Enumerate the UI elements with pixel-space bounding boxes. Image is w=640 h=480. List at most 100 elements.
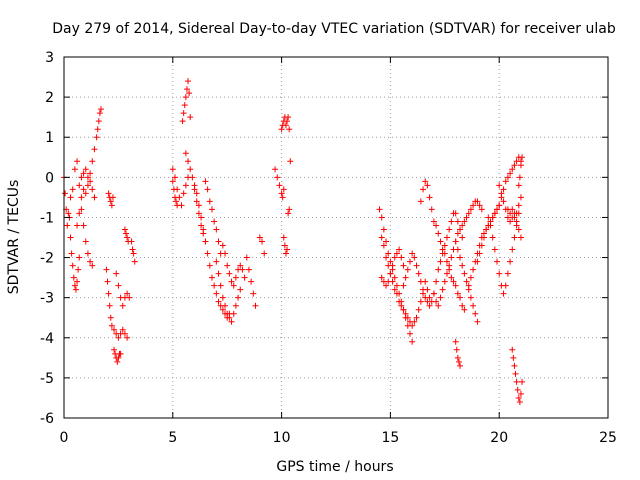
data-point: [393, 282, 400, 289]
data-point: [80, 222, 87, 229]
data-point: [74, 278, 81, 285]
data-point: [426, 302, 433, 309]
data-point: [64, 222, 71, 229]
data-point: [114, 358, 121, 365]
data-point: [286, 126, 293, 133]
data-point: [115, 282, 122, 289]
data-point: [278, 126, 285, 133]
data-point: [131, 258, 138, 265]
data-point: [261, 250, 268, 257]
data-point: [413, 262, 420, 269]
data-point: [420, 186, 427, 193]
data-point: [91, 194, 98, 201]
data-point: [387, 270, 394, 277]
data-point: [478, 242, 485, 249]
data-point: [402, 274, 409, 281]
data-point: [169, 178, 176, 185]
data-point: [286, 206, 293, 213]
data-point: [95, 118, 102, 125]
data-point: [117, 350, 124, 357]
data-point: [452, 282, 459, 289]
data-point: [507, 258, 514, 265]
data-point: [409, 250, 416, 257]
data-point: [391, 286, 398, 293]
data-point: [237, 262, 244, 269]
x-tick-label: 20: [490, 430, 508, 446]
data-point: [121, 226, 128, 233]
data-point: [398, 302, 405, 309]
data-point: [411, 254, 418, 261]
data-point: [454, 218, 461, 225]
data-point: [378, 214, 385, 221]
data-point: [507, 210, 514, 217]
data-point: [515, 202, 522, 209]
data-point: [119, 302, 126, 309]
data-point: [511, 214, 518, 221]
data-point: [111, 326, 118, 333]
y-tick-label: 3: [45, 50, 54, 66]
y-tick-labels: 3 2 1 0 -1 -2 -3 -4 -5 -6: [40, 50, 54, 427]
data-point: [509, 246, 516, 253]
data-point: [391, 254, 398, 261]
data-point: [185, 158, 192, 165]
data-point: [105, 190, 112, 197]
data-point: [185, 78, 192, 85]
data-point: [424, 182, 431, 189]
data-point: [500, 186, 507, 193]
data-point: [285, 210, 292, 217]
data-point: [87, 258, 94, 265]
data-point: [426, 194, 433, 201]
data-point: [71, 282, 78, 289]
data-point: [424, 286, 431, 293]
data-point: [109, 194, 116, 201]
data-point: [433, 298, 440, 305]
data-point: [413, 314, 420, 321]
data-point: [202, 178, 209, 185]
x-axis-label: GPS time / hours: [276, 459, 393, 475]
data-point: [228, 278, 235, 285]
data-point: [211, 218, 218, 225]
chart-title: Day 279 of 2014, Sidereal Day-to-day VTE…: [52, 21, 616, 37]
y-tick-label: -1: [40, 210, 54, 226]
data-point: [173, 198, 180, 205]
data-point: [404, 266, 411, 273]
data-point: [459, 234, 466, 241]
data-point: [111, 346, 118, 353]
data-point: [459, 302, 466, 309]
data-point: [504, 270, 511, 277]
data-point: [119, 326, 126, 333]
data-point: [285, 114, 292, 121]
data-point: [504, 174, 511, 181]
data-point: [228, 318, 235, 325]
data-point: [78, 194, 85, 201]
data-point: [182, 182, 189, 189]
data-point: [226, 270, 233, 277]
data-point: [113, 270, 120, 277]
data-point: [80, 170, 87, 177]
data-point: [213, 226, 220, 233]
data-point: [94, 126, 101, 133]
data-point: [409, 322, 416, 329]
data-point: [417, 298, 424, 305]
data-point: [491, 210, 498, 217]
data-point: [232, 274, 239, 281]
data-point: [470, 302, 477, 309]
data-point: [121, 330, 128, 337]
x-tick-label: 5: [168, 430, 177, 446]
data-point: [193, 190, 200, 197]
data-point: [461, 270, 468, 277]
data-point: [411, 318, 418, 325]
data-point: [232, 302, 239, 309]
data-point: [230, 310, 237, 317]
data-point: [115, 334, 122, 341]
data-point: [448, 218, 455, 225]
data-point: [243, 254, 250, 261]
data-point: [89, 262, 96, 269]
data-point: [385, 278, 392, 285]
data-point: [383, 282, 390, 289]
data-point: [472, 310, 479, 317]
data-point: [474, 198, 481, 205]
data-point: [383, 254, 390, 261]
data-point: [393, 290, 400, 297]
data-point: [84, 174, 91, 181]
